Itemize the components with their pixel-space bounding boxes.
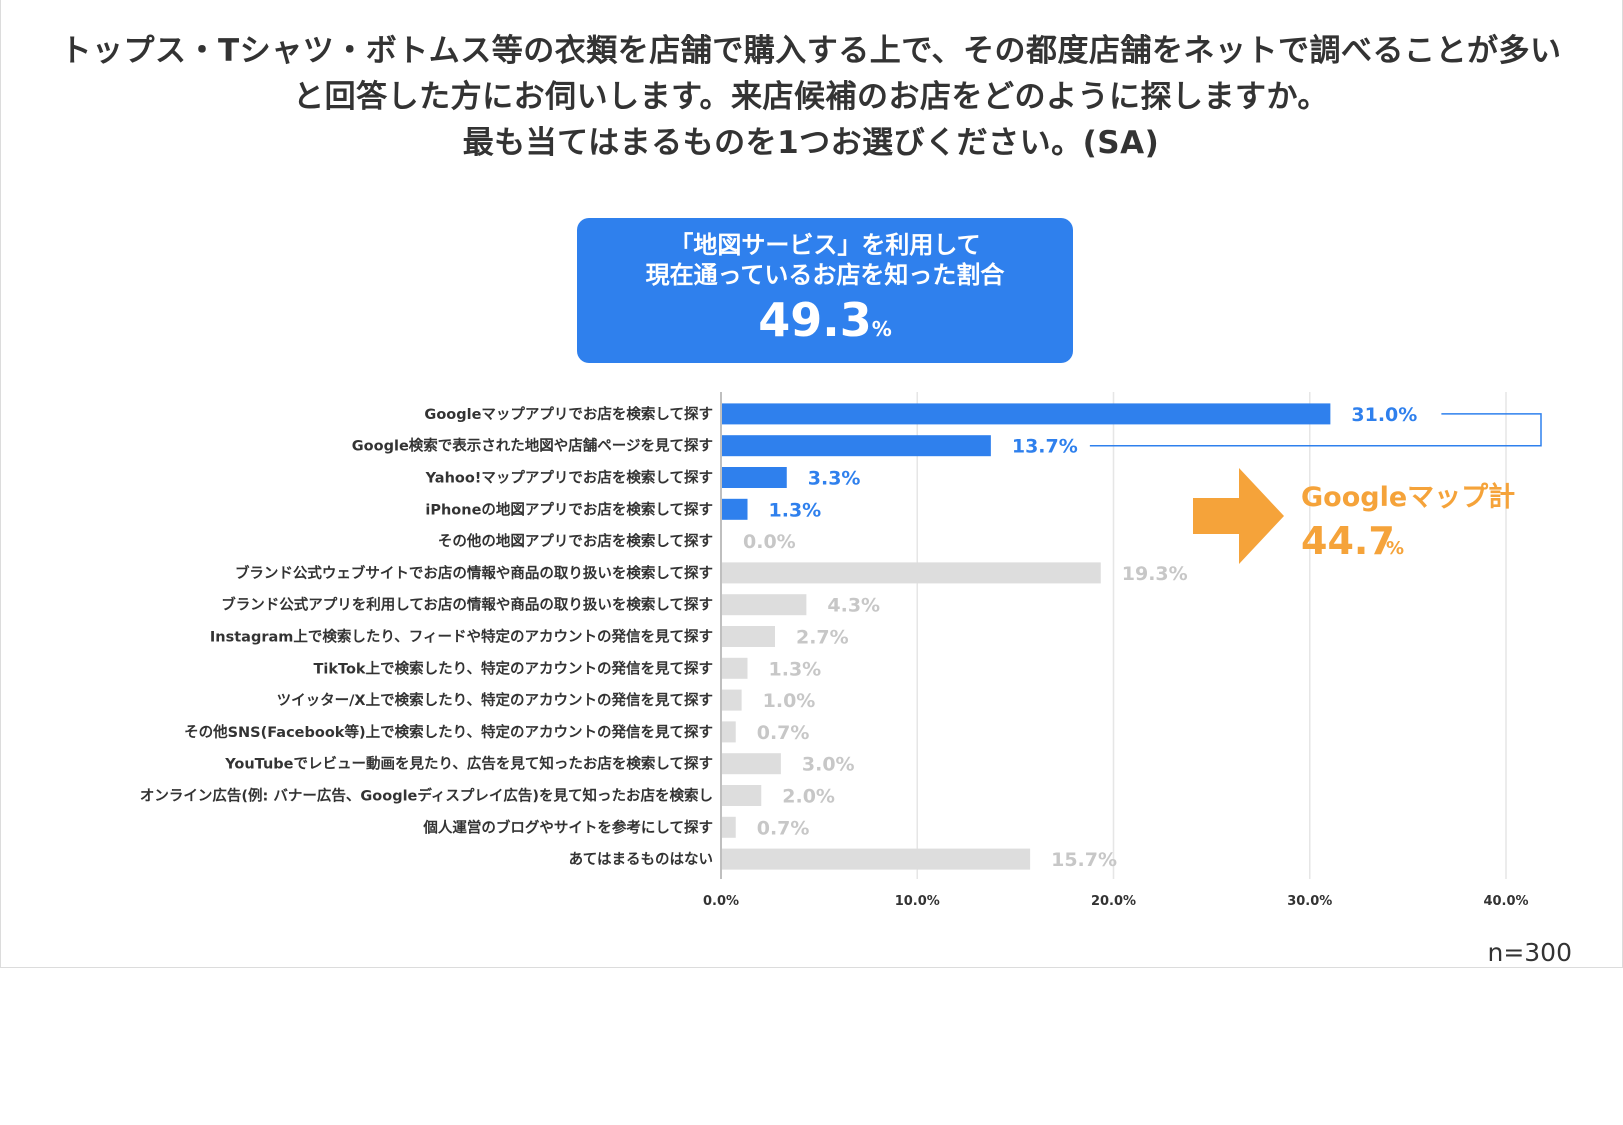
x-tick-label: 40.0%: [1483, 894, 1528, 909]
callout-value-wrap: 49.3%: [577, 294, 1073, 355]
google-bracket: [1089, 413, 1542, 447]
bar: [722, 594, 807, 616]
value-label: 3.3%: [808, 468, 861, 490]
sample-size-note: n=300: [1487, 938, 1572, 967]
category-label: TikTok上で検索したり、特定のアカウントの発信を見て探す: [314, 659, 714, 677]
bar: [722, 435, 991, 457]
google-total-unit: %: [1386, 538, 1404, 559]
chart-title: トップス・Tシャツ・ボトムス等の衣類を店舗で購入する上で、その都度店舗をネットで…: [41, 28, 1581, 166]
bar: [722, 467, 787, 488]
category-label: YouTubeでレビュー動画を見たり、広告を見て知ったお店を検索して探す: [224, 755, 713, 773]
category-label: あてはまるものはない: [569, 851, 713, 868]
title-line-2: と回答した方にお伺いします。来店候補のお店をどのように探しますか。: [293, 79, 1329, 115]
google-total-label: Googleマップ計: [1301, 481, 1515, 513]
x-tick-label: 0.0%: [703, 894, 739, 909]
category-label: オンライン広告(例: バナー広告、Googleディスプレイ広告)を見て知ったお店…: [140, 787, 713, 805]
value-label: 1.3%: [769, 499, 822, 521]
bar: [722, 848, 1031, 870]
map-service-callout: 「地図サービス」を利用して 現在通っているお店を知った割合 49.3%: [577, 218, 1073, 363]
bar-chart: 0.0% 10.0% 20.0% 30.0% 40.0% Googleマップアプリでお店を…: [140, 392, 1542, 909]
value-label: 2.7%: [796, 627, 849, 649]
x-tick-label: 10.0%: [895, 894, 940, 909]
value-label: 2.0%: [782, 786, 835, 808]
bar: [722, 403, 1331, 425]
bar: [722, 785, 762, 806]
title-line-3: 最も当てはまるものを1つお選びください。(SA): [462, 125, 1160, 161]
category-label: Google検索で表示された地図や店舗ページを見て探す: [352, 437, 713, 455]
category-label: ブランド公式ウェブサイトでお店の情報や商品の取り扱いを検索して探す: [235, 564, 713, 582]
category-label: その他の地図アプリでお店を検索して探す: [438, 532, 713, 550]
bar: [722, 657, 748, 679]
callout-line-1: 「地図サービス」を利用して: [669, 231, 981, 259]
value-label: 0.7%: [757, 817, 810, 839]
bar: [722, 626, 775, 647]
bar: [722, 498, 748, 520]
category-label: iPhoneの地図アプリでお店を検索して探す: [425, 500, 713, 518]
bar: [722, 721, 736, 743]
category-label: Yahoo!マップアプリでお店を検索して探す: [425, 469, 713, 487]
value-label: 19.3%: [1122, 563, 1188, 585]
bar: [722, 562, 1101, 584]
category-label: Googleマップアプリでお店を検索して探す: [424, 405, 713, 423]
callout-value: 49.3: [758, 293, 872, 347]
category-label: ツイッター/X上で検索したり、特定のアカウントの発信を見て探す: [277, 691, 713, 709]
value-label: 0.0%: [743, 531, 796, 553]
value-label: 31.0%: [1351, 404, 1417, 426]
category-label: その他SNS(Facebook等)上で検索したり、特定のアカウントの発信を見て探…: [184, 723, 713, 741]
x-tick-label: 30.0%: [1287, 894, 1332, 909]
value-label: 1.0%: [763, 690, 816, 712]
value-label: 0.7%: [757, 722, 810, 744]
arrow-icon: [1193, 468, 1284, 564]
bar: [722, 753, 781, 775]
google-total-value: 44.7: [1301, 519, 1395, 563]
category-label: Instagram上で検索したり、フィードや特定のアカウントの発信を見て探す: [210, 628, 713, 646]
x-tick-label: 20.0%: [1091, 894, 1136, 909]
category-label: 個人運営のブログやサイトを参考にして探す: [422, 818, 713, 836]
callout-unit: %: [871, 317, 892, 341]
value-label: 3.0%: [802, 754, 855, 776]
title-line-1: トップス・Tシャツ・ボトムス等の衣類を店舗で購入する上で、その都度店舗をネットで…: [60, 33, 1562, 69]
value-label: 13.7%: [1012, 436, 1078, 458]
category-label: ブランド公式アプリを利用してお店の情報や商品の取り扱いを検索して探す: [221, 596, 713, 614]
bar: [722, 689, 742, 711]
value-label: 15.7%: [1051, 849, 1117, 871]
bar: [722, 816, 736, 838]
chart-card: トップス・Tシャツ・ボトムス等の衣類を店舗で購入する上で、その都度店舗をネットで…: [0, 0, 1623, 968]
value-label: 4.3%: [827, 595, 880, 617]
value-label: 1.3%: [769, 658, 822, 680]
callout-line-2: 現在通っているお店を知った割合: [645, 261, 1005, 289]
